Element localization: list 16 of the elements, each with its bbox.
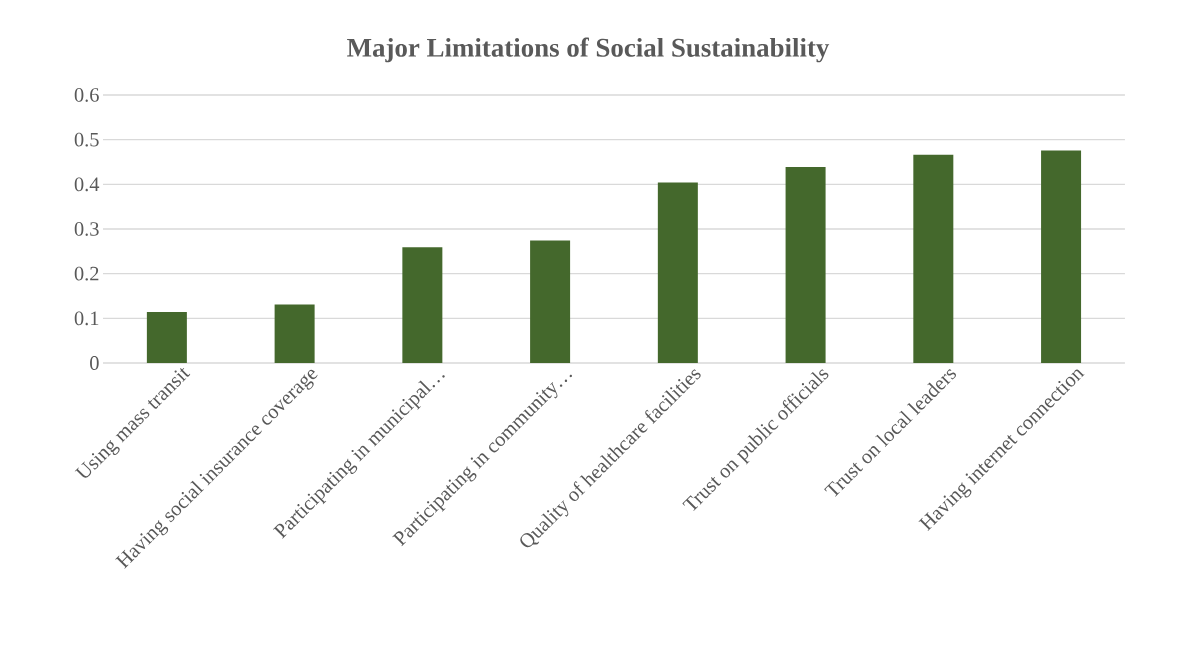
- bar: [785, 166, 826, 363]
- bar: [1041, 150, 1082, 363]
- y-tick-label: 0.1: [74, 311, 99, 326]
- y-tick-label: 0.5: [74, 132, 99, 147]
- bar: [274, 304, 315, 363]
- y-tick-label: 0.3: [74, 222, 99, 236]
- bar: [913, 154, 954, 363]
- chart-title: Major Limitations of Social Sustainability: [347, 37, 830, 63]
- y-tick-label: 0: [90, 356, 99, 370]
- bar: [146, 312, 187, 363]
- bar: [402, 247, 443, 363]
- bar: [657, 182, 698, 363]
- y-tick-label: 0.4: [74, 177, 100, 192]
- y-tick-label: 0.6: [74, 88, 99, 102]
- bar: [530, 240, 571, 363]
- y-tick-label: 0.2: [74, 266, 99, 281]
